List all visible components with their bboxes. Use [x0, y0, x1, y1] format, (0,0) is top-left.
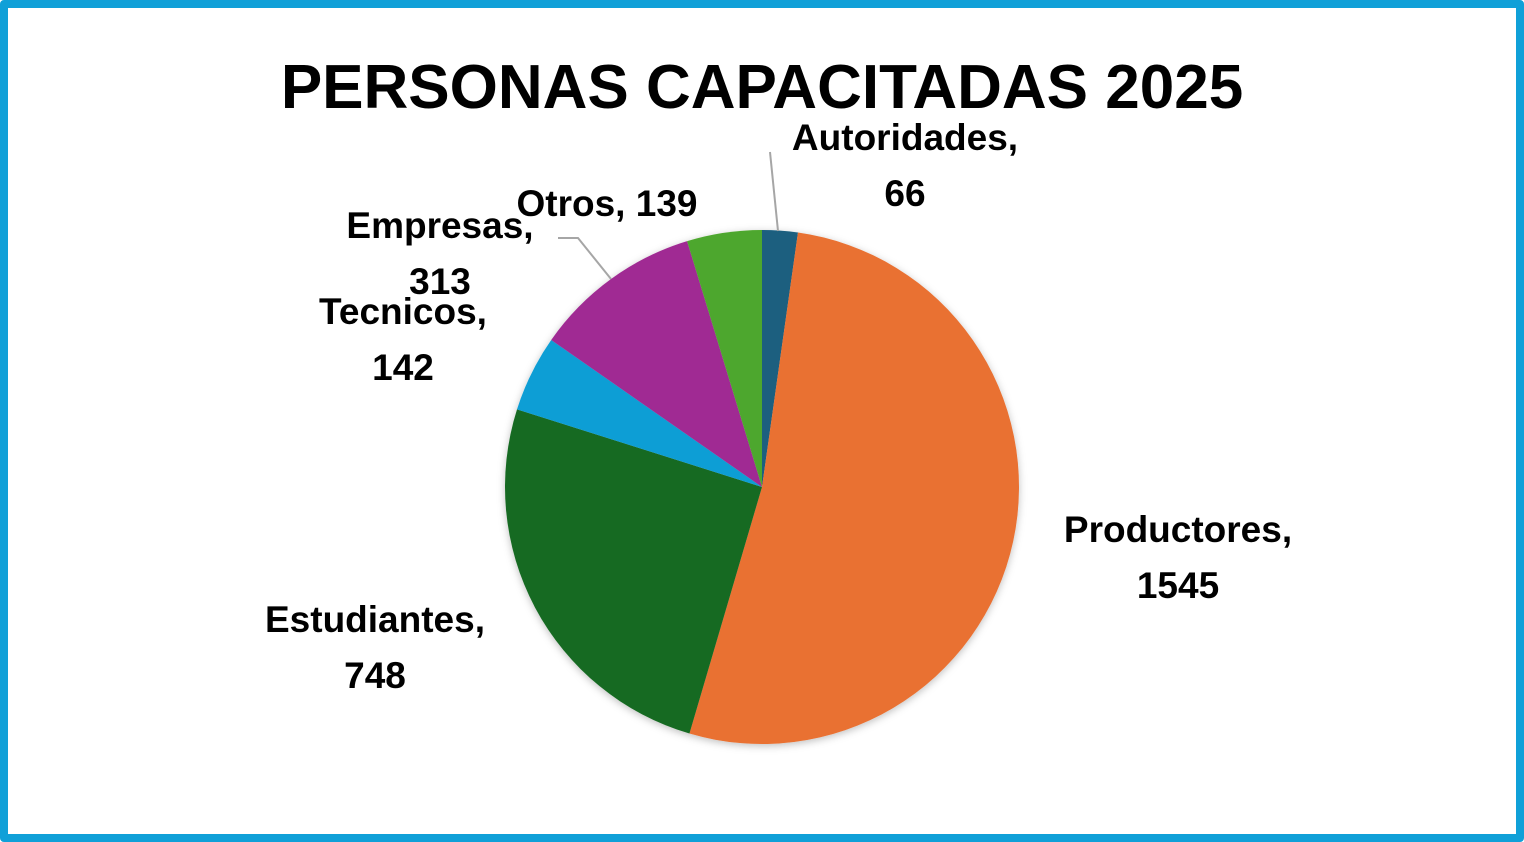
pie-slice-tecnicos: [517, 339, 762, 487]
data-label-empresas: Empresas, 313: [346, 205, 533, 302]
data-label-productores: Productores, 1545: [1064, 509, 1292, 606]
pie-slice-otros: [687, 230, 762, 487]
pie-slice-empresas: [551, 241, 762, 487]
pie-slice-autoridades: [762, 230, 798, 487]
leader-line-autoridades: [769, 151, 779, 232]
pie-slice-estudiantes: [505, 409, 762, 734]
data-label-estudiantes: Estudiantes, 748: [265, 599, 485, 696]
data-label-autoridades: Autoridades, 66: [792, 117, 1018, 214]
data-label-otros: Otros, 139: [517, 183, 698, 224]
leader-line-empresas: [558, 237, 612, 280]
chart-title: PERSONAS CAPACITADAS 2025: [281, 53, 1243, 122]
pie-slice-productores: [689, 232, 1020, 745]
data-label-tecnicos: Tecnicos, 142: [319, 291, 487, 388]
